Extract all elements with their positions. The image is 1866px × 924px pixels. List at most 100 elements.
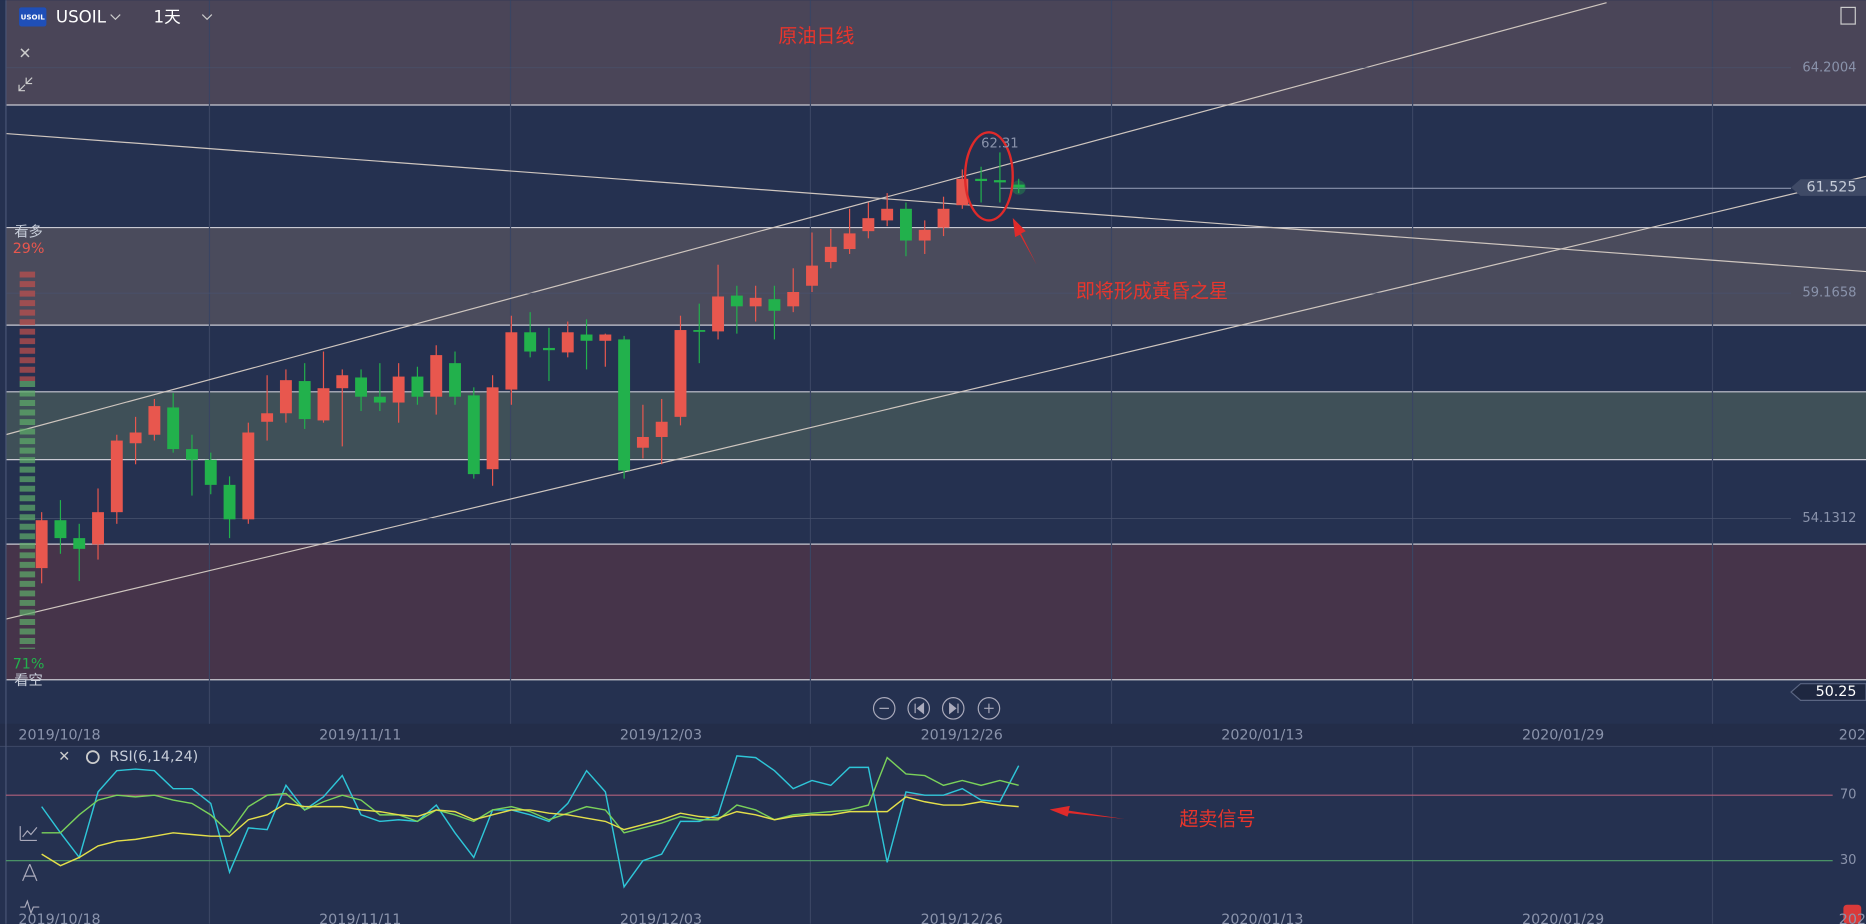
candle-body bbox=[787, 292, 800, 307]
candle-body bbox=[449, 363, 461, 397]
candle-body bbox=[843, 233, 856, 250]
y-tick-label: 30 bbox=[1840, 853, 1857, 868]
tool[interactable] bbox=[20, 899, 40, 915]
zoom-out[interactable] bbox=[872, 697, 896, 720]
candle-body bbox=[336, 375, 349, 389]
candle-body bbox=[655, 421, 668, 437]
highlight-ellipse bbox=[963, 131, 1014, 222]
x-tick-label: 2019/12/26 bbox=[921, 912, 1003, 924]
candle-body bbox=[148, 406, 161, 435]
sentiment-short-text: 看空 bbox=[14, 672, 43, 689]
candle-body bbox=[204, 459, 217, 485]
candle-body bbox=[298, 381, 311, 420]
candle-body bbox=[54, 520, 67, 539]
candle-body bbox=[899, 208, 912, 241]
candle-body bbox=[881, 208, 894, 221]
candle-body bbox=[599, 334, 612, 341]
candle-body bbox=[524, 332, 537, 352]
band bbox=[5, 0, 1866, 105]
candle-body bbox=[411, 376, 424, 397]
dropdown-icon[interactable] bbox=[201, 14, 213, 21]
tool[interactable] bbox=[22, 864, 38, 882]
candle-body bbox=[712, 296, 725, 332]
candle-body bbox=[674, 330, 687, 417]
x-tick-label: 2019/11/11 bbox=[319, 912, 401, 924]
candle-body bbox=[355, 377, 368, 397]
chart-title: 原油日线 bbox=[778, 26, 854, 48]
high-label: 62.31 bbox=[981, 137, 1018, 152]
collapse-button[interactable] bbox=[18, 77, 33, 92]
candle-body bbox=[918, 229, 931, 241]
candle-body bbox=[580, 334, 593, 341]
close-button[interactable]: ✕ bbox=[19, 44, 32, 62]
x-tick-label: 2020/01/29 bbox=[1522, 728, 1604, 744]
x-tick-label: 2020/01/29 bbox=[1522, 912, 1604, 924]
marks bbox=[5, 67, 1833, 889]
band bbox=[5, 391, 1866, 460]
candle-body bbox=[561, 332, 574, 353]
symbol-logo bbox=[19, 7, 47, 27]
x-tick-label: 2020/01/13 bbox=[1221, 728, 1303, 744]
candle-body bbox=[317, 388, 330, 421]
candle-body bbox=[242, 432, 255, 520]
x-tick-label: 2019/11/11 bbox=[319, 728, 401, 744]
y-tick-label: 64.2004 bbox=[1802, 60, 1856, 75]
rsi-line bbox=[41, 755, 1020, 889]
panel-button[interactable] bbox=[1840, 6, 1856, 25]
x-tick-label: 2019/12/26 bbox=[921, 728, 1003, 744]
nav-buttons bbox=[872, 697, 1001, 720]
candle-body bbox=[1012, 184, 1025, 188]
symbol[interactable]: USOIL bbox=[56, 8, 107, 27]
candle-body bbox=[373, 396, 386, 403]
crosshair-tag bbox=[1790, 683, 1866, 701]
go-start[interactable] bbox=[907, 697, 931, 720]
candle-body bbox=[975, 178, 988, 182]
candle-body bbox=[467, 395, 480, 475]
rsi-settings[interactable] bbox=[85, 750, 100, 764]
candle-body bbox=[129, 432, 142, 444]
band bbox=[5, 227, 1866, 326]
x-tick-label: 2019/10/18 bbox=[18, 912, 100, 924]
candle-body bbox=[693, 330, 706, 332]
candle-body bbox=[167, 407, 180, 450]
sentiment-short: 71% bbox=[13, 656, 45, 672]
corner-icon[interactable] bbox=[1843, 904, 1862, 924]
candle-body bbox=[618, 339, 631, 471]
indicator-title: RSI(6,14,24) bbox=[109, 749, 198, 765]
candle-body bbox=[430, 355, 443, 397]
level-lines bbox=[5, 104, 1866, 681]
candle-body bbox=[186, 449, 198, 460]
tool[interactable] bbox=[19, 826, 38, 842]
candle-body bbox=[806, 265, 818, 286]
zoom-in[interactable] bbox=[977, 697, 1001, 720]
y-tick-label: 70 bbox=[1840, 788, 1857, 803]
interval[interactable]: 1天 bbox=[154, 8, 182, 27]
candle-body bbox=[223, 484, 236, 520]
candle-body bbox=[486, 387, 499, 470]
band bbox=[5, 544, 1866, 680]
dropdown-icon[interactable] bbox=[110, 14, 121, 21]
candle-body bbox=[937, 208, 950, 228]
go-end[interactable] bbox=[941, 697, 965, 720]
candle-body bbox=[749, 297, 762, 307]
arrow bbox=[1012, 218, 1037, 265]
annotation: 超卖信号 bbox=[1179, 809, 1255, 831]
y-tick-label: 59.1658 bbox=[1802, 286, 1856, 301]
y-tick-label: 54.1312 bbox=[1802, 511, 1856, 526]
live-glow bbox=[1011, 180, 1026, 195]
last-price: 61.525 bbox=[1807, 180, 1857, 196]
candle-body bbox=[730, 295, 743, 307]
candle-body bbox=[261, 413, 274, 422]
x-tick-label: 2020/0 bbox=[1839, 728, 1866, 744]
rsi-line bbox=[41, 756, 1019, 834]
rsi-line bbox=[41, 796, 1019, 867]
x-axis-strip bbox=[0, 723, 1866, 747]
rsi-close[interactable]: ✕ bbox=[58, 749, 70, 765]
x-tick-label: 2019/12/03 bbox=[620, 728, 702, 744]
candle-body bbox=[73, 538, 86, 549]
candle-body bbox=[824, 246, 837, 263]
candle-body bbox=[392, 376, 405, 403]
side-tools bbox=[19, 826, 40, 915]
